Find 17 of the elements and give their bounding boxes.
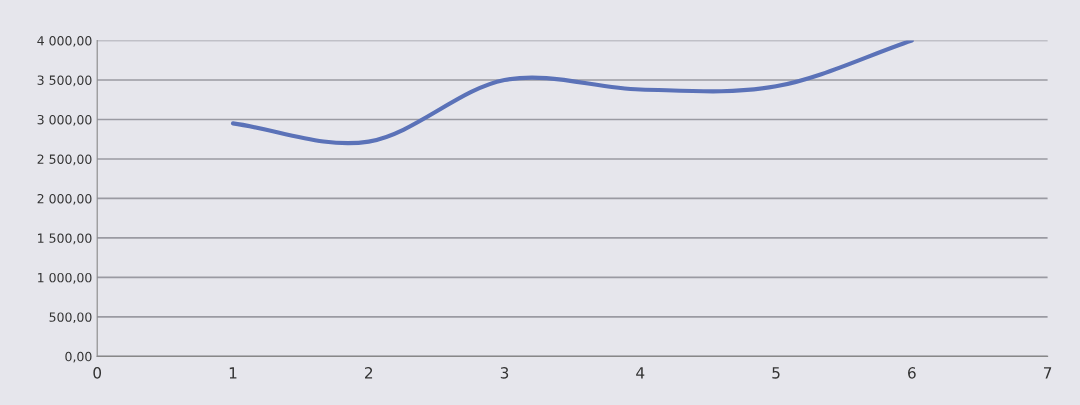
x-tick-label: 5 bbox=[772, 367, 780, 379]
x-tick-label: 4 bbox=[636, 367, 645, 379]
y-tick-label: 1 000,00 bbox=[38, 272, 92, 284]
x-tick-label: 0 bbox=[93, 367, 102, 379]
x-tick-label: 3 bbox=[500, 367, 509, 379]
y-tick-label: 3 500,00 bbox=[37, 75, 92, 87]
y-tick-label: 3 000,00 bbox=[37, 114, 92, 126]
y-tick-label: 500,00 bbox=[49, 312, 92, 324]
y-tick-label: 0,00 bbox=[65, 351, 92, 363]
x-tick-label: 1 bbox=[229, 367, 237, 379]
x-tick-label: 2 bbox=[365, 367, 373, 379]
y-tick-label: 2 000,00 bbox=[37, 193, 92, 205]
y-tick-label: 1 500,00 bbox=[38, 233, 92, 245]
x-tick-label: 6 bbox=[908, 367, 916, 379]
x-tick-label: 7 bbox=[1043, 367, 1052, 379]
y-tick-label: 2 500,00 bbox=[37, 154, 92, 166]
y-tick-label: 4 000,00 bbox=[37, 35, 92, 47]
